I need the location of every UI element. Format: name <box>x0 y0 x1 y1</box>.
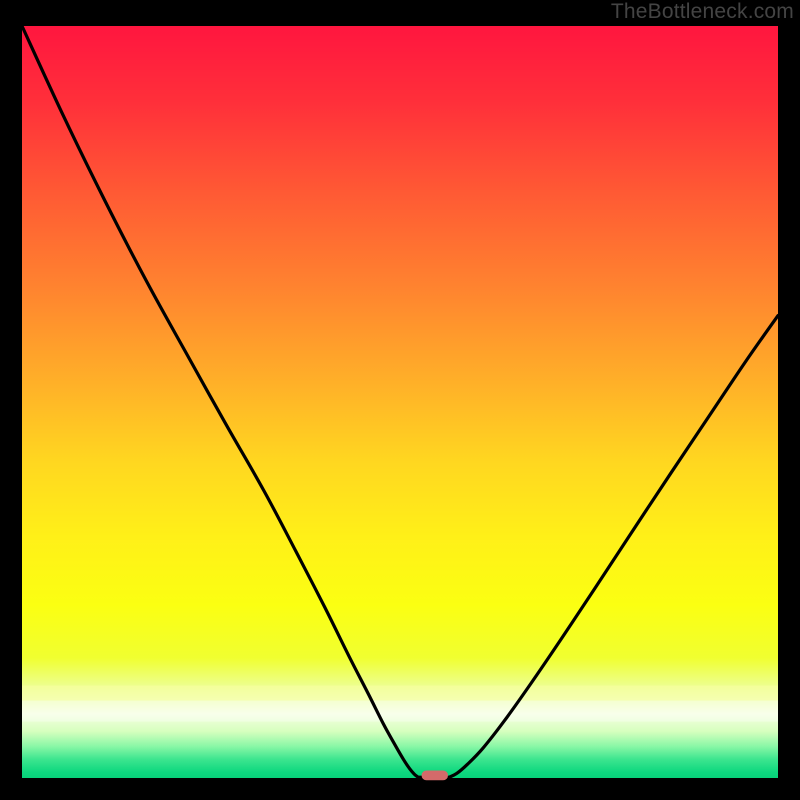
chart-root: TheBottleneck.com <box>0 0 800 800</box>
optimum-marker <box>422 770 448 780</box>
chart-svg <box>0 0 800 800</box>
watermark-text: TheBottleneck.com <box>611 0 794 24</box>
gradient-band-1 <box>22 686 778 701</box>
gradient-plot-area <box>22 26 778 778</box>
